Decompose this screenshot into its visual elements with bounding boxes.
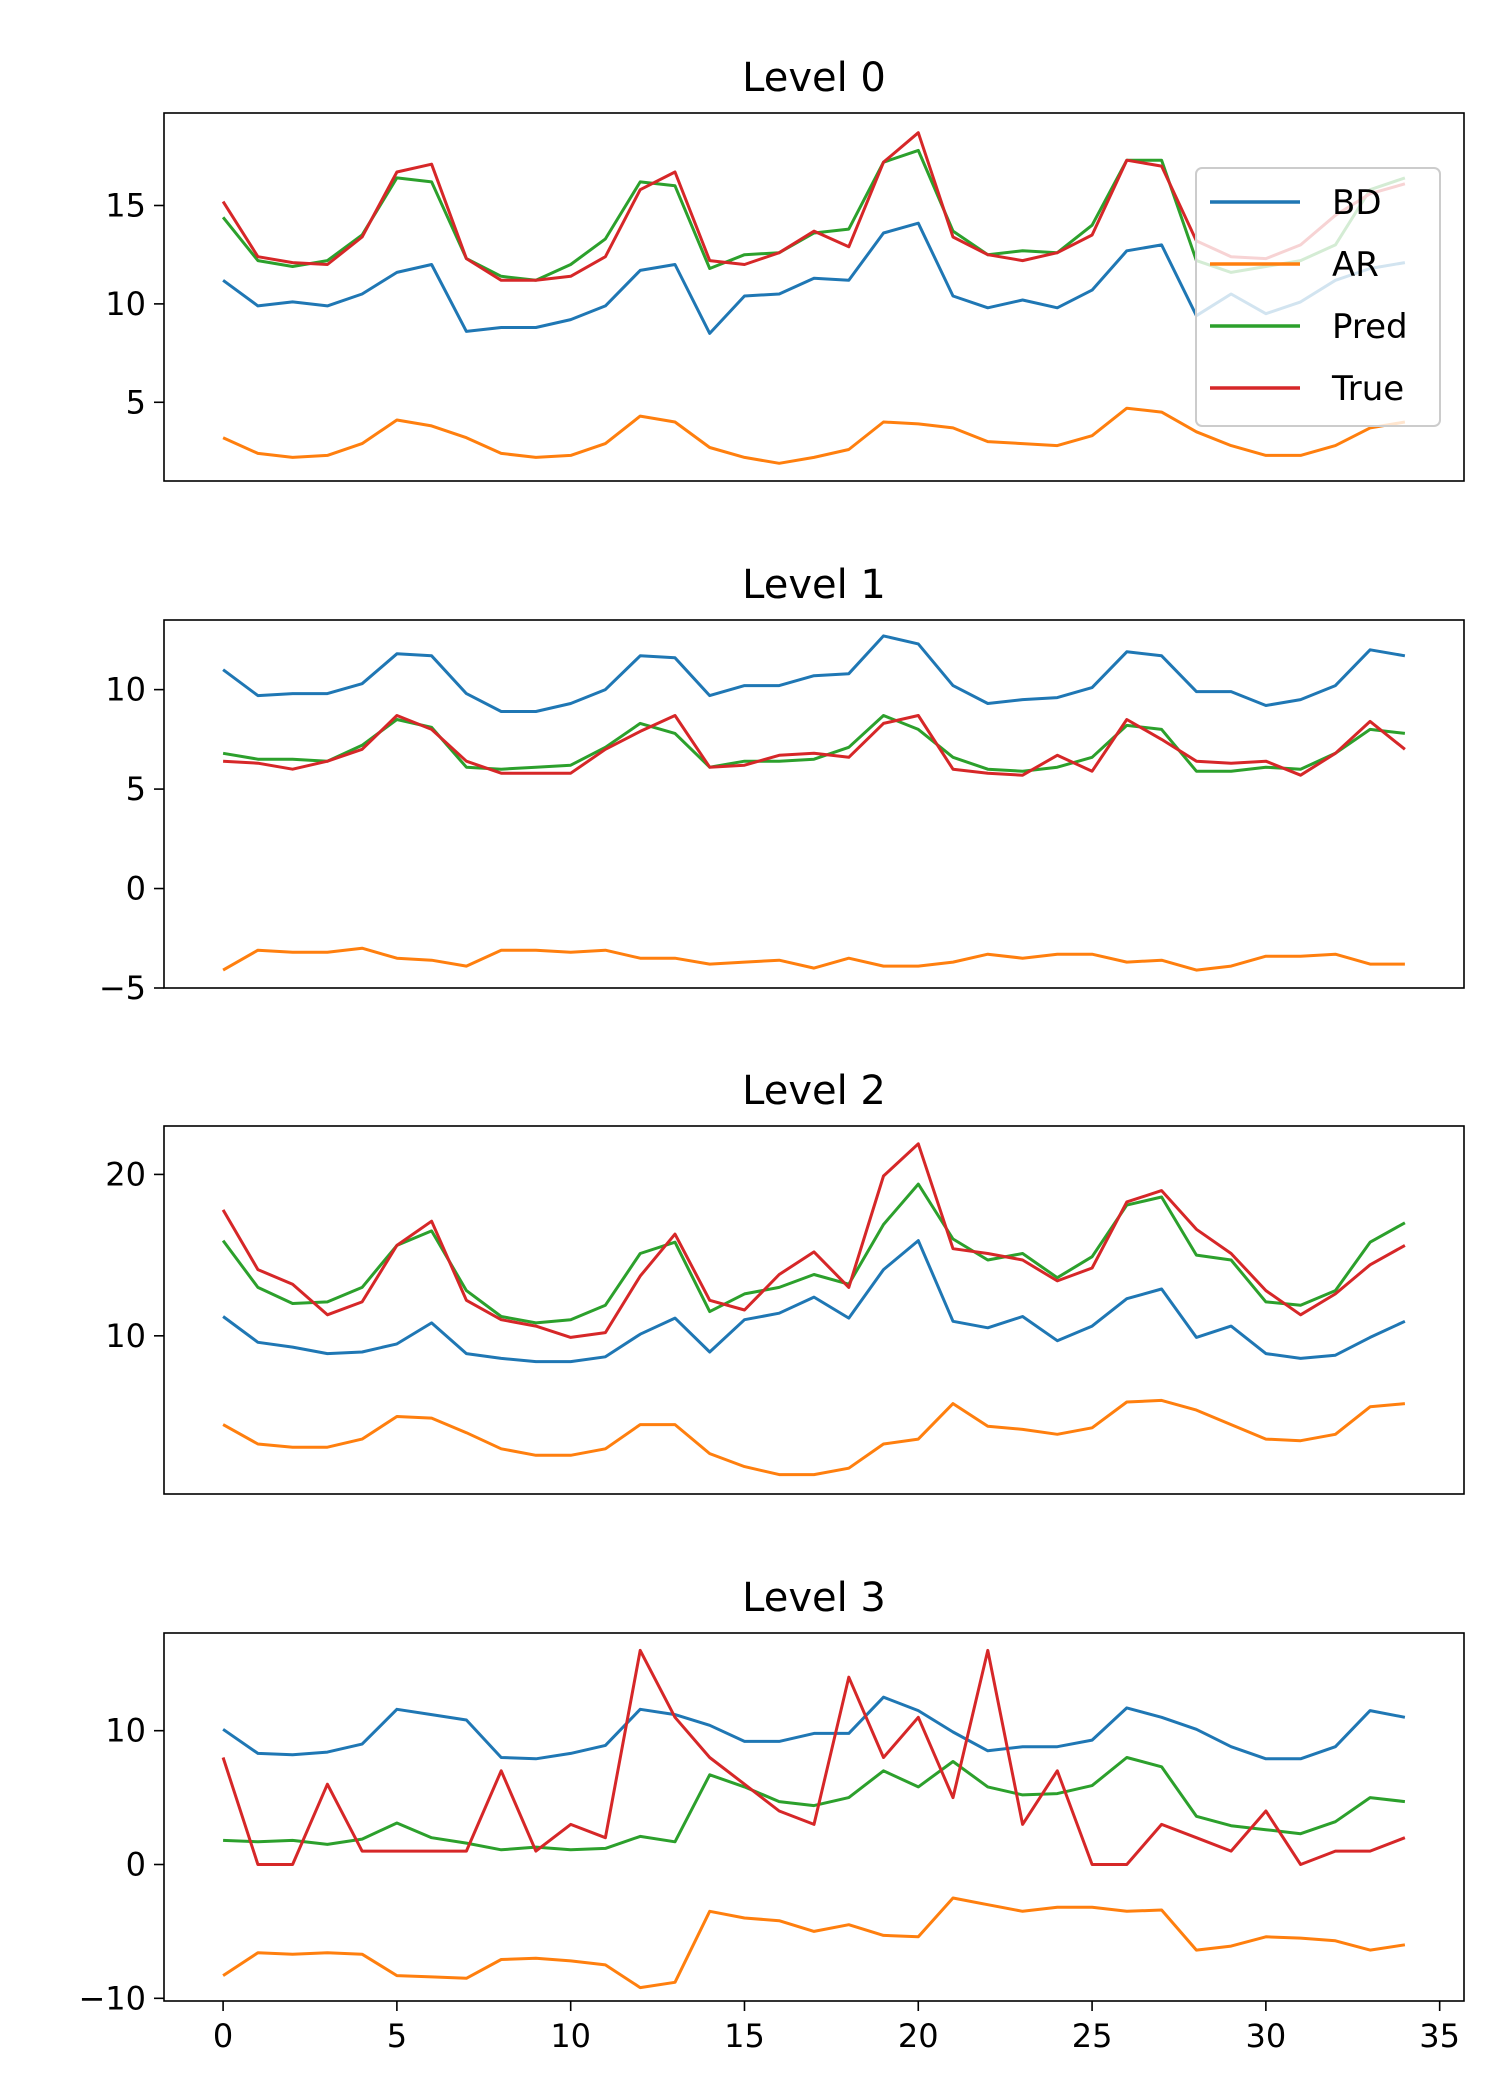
panel-level-1: Level 1 −5 0 5 10 <box>99 562 1465 1007</box>
x-tick-label: 20 <box>898 2017 939 2055</box>
series-line-pred <box>223 1756 1406 1852</box>
legend-box <box>1195 167 1441 427</box>
legend-label-pred: Pred <box>1332 307 1408 347</box>
legend-label-bd: BD <box>1332 183 1382 223</box>
y-tick-label: 10 <box>105 1317 146 1355</box>
y-tick-label: 15 <box>105 186 146 224</box>
y-tick-label: 10 <box>105 671 146 709</box>
y-tick-label: 0 <box>126 1846 146 1884</box>
series-group <box>221 1142 1406 1477</box>
series-line-true <box>223 714 1406 777</box>
panel-title: Level 3 <box>742 1575 886 1621</box>
y-tick-label: 20 <box>105 1155 146 1193</box>
x-tick-label: 15 <box>724 2017 765 2055</box>
series-line-ar <box>222 1896 1406 1990</box>
x-tick-label: 0 <box>213 2017 233 2055</box>
y-tick-label: 5 <box>126 770 146 808</box>
series-line-bd <box>222 634 1406 713</box>
x-tick-label: 5 <box>387 2017 407 2055</box>
panel-level-0: Level 0 5 10 15 BD AR Pred True <box>105 55 1465 482</box>
series-line-ar <box>222 1398 1406 1477</box>
x-tick-label: 10 <box>550 2017 591 2055</box>
legend-label-true: True <box>1331 369 1404 409</box>
panel-level-3: Level 3 −10 0 10 0 5 10 15 20 25 30 35 <box>78 1575 1465 2055</box>
axes-frame <box>163 619 1465 989</box>
y-tick-label: 0 <box>126 870 146 908</box>
series-group <box>222 634 1406 972</box>
y-tick-label: 5 <box>126 383 146 421</box>
series-group <box>221 1648 1406 1990</box>
series-line-bd <box>222 1239 1406 1364</box>
y-tick-label: −5 <box>99 969 146 1007</box>
legend-label-ar: AR <box>1332 245 1379 285</box>
axes-frame <box>163 1125 1465 1495</box>
y-tick-label: −10 <box>78 1979 146 2017</box>
panel-title: Level 1 <box>742 562 886 608</box>
series-line-ar <box>222 406 1406 465</box>
panel-level-2: Level 2 10 20 <box>105 1068 1465 1495</box>
axes-frame <box>163 1632 1465 2002</box>
x-tick-label: 35 <box>1419 2017 1460 2055</box>
legend: BD AR Pred True <box>1195 167 1441 427</box>
panel-title: Level 0 <box>742 55 886 101</box>
series-line-ar <box>222 946 1405 972</box>
x-tick-label: 25 <box>1072 2017 1113 2055</box>
panel-title: Level 2 <box>742 1068 886 1114</box>
series-line-true <box>221 1648 1406 1866</box>
y-tick-label: 10 <box>105 1712 146 1750</box>
series-line-true <box>221 1142 1406 1339</box>
x-tick-label: 30 <box>1246 2017 1287 2055</box>
y-tick-label: 10 <box>105 285 146 323</box>
axes-frame <box>163 112 1465 482</box>
series-line-pred <box>221 1182 1406 1325</box>
series-line-bd <box>222 1695 1406 1761</box>
